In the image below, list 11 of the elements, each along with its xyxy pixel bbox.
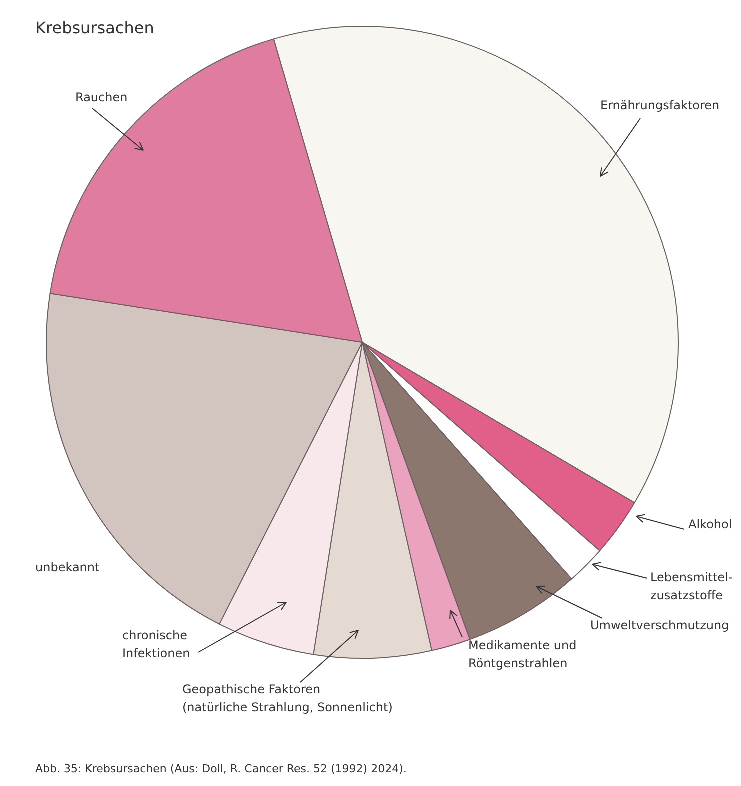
slice-label: Ernährungsfaktoren [600, 98, 720, 112]
slice-label: Lebensmittel- zusatzstoffe [650, 570, 733, 603]
slice-label: Medikamente und Röntgenstrahlen [468, 638, 577, 671]
slice-label: chronische Infektionen [122, 628, 190, 661]
slice-label: unbekannt [36, 560, 100, 574]
slice-label: Alkohol [688, 518, 732, 532]
slice-label: Geopathische Faktoren (natürliche Strahlung, Sonnenlicht) [182, 682, 393, 715]
slice-label: Rauchen [76, 90, 128, 104]
slice-label: Umweltverschmutzung [590, 618, 730, 632]
caption: Abb. 35: Krebsursachen (Aus: Doll, R. Cancer Res. 52 (1992) 2024). [36, 762, 407, 776]
chart-title: Krebsursachen [36, 18, 154, 38]
